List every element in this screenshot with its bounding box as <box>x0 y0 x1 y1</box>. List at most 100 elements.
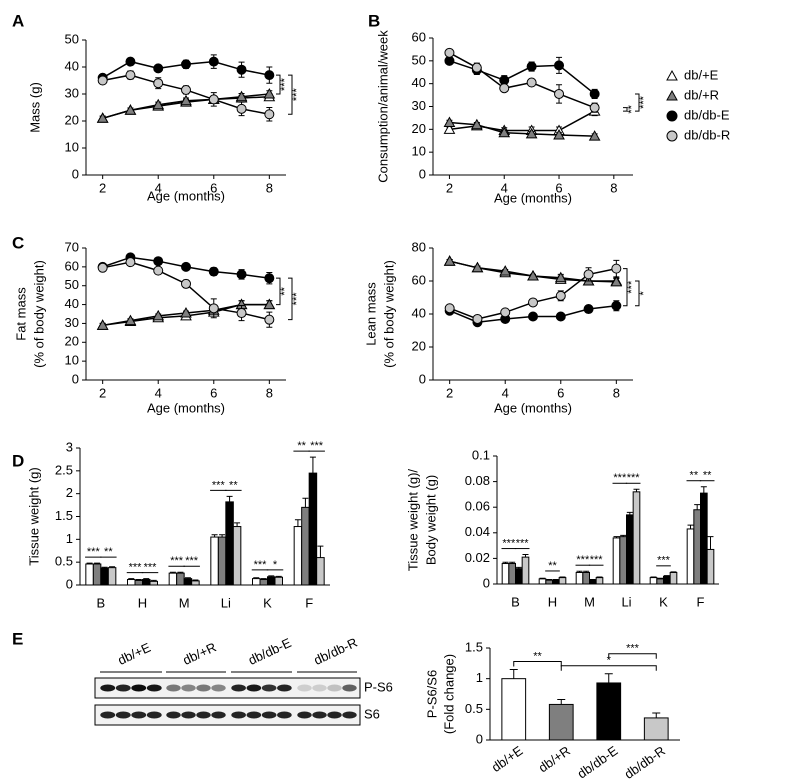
y-tick-label: 0 <box>419 371 426 386</box>
x-tick-label: 8 <box>610 180 617 195</box>
marker <box>527 270 539 281</box>
x-tick-label: 8 <box>266 180 273 195</box>
x-tick-label: 4 <box>501 180 508 195</box>
x-tick-label: 2 <box>446 385 453 400</box>
marker <box>208 266 219 277</box>
x-tick-label: H <box>548 594 557 609</box>
marker <box>589 102 600 113</box>
y-tick-label: 30 <box>65 315 79 330</box>
significance-label: ** <box>104 546 113 558</box>
blot-band <box>115 684 131 692</box>
significance-bracket <box>288 74 293 115</box>
marker <box>153 256 164 267</box>
y-tick-label: 0.06 <box>465 499 490 514</box>
marker <box>589 88 600 99</box>
y-tick-label: 0.04 <box>465 524 490 539</box>
marker <box>526 77 537 88</box>
significance-label: *** <box>170 555 184 567</box>
marker <box>583 269 594 280</box>
error-bar <box>226 495 233 502</box>
significance-label: *** <box>291 88 303 102</box>
error-bar <box>604 673 613 683</box>
y-tick-label: 40 <box>65 58 79 73</box>
x-tick-label: M <box>584 594 595 609</box>
x-tick-label: 6 <box>210 180 217 195</box>
bar <box>552 579 560 585</box>
marker <box>528 311 538 322</box>
marker <box>152 98 165 110</box>
bar <box>632 491 641 585</box>
marker <box>526 61 537 72</box>
y-tick-label: 0.5 <box>55 554 73 569</box>
blot-row-label: P-S6 <box>364 679 393 694</box>
blot-band <box>261 711 277 719</box>
bar <box>107 567 117 586</box>
significance-label: *** <box>627 472 641 484</box>
marker <box>470 118 483 130</box>
bar <box>589 579 597 585</box>
x-axis-label: Age (months) <box>494 190 572 205</box>
error-bar <box>192 579 199 581</box>
marker <box>611 263 622 274</box>
y-axis-label: (% of body weight) <box>31 260 46 368</box>
bar <box>210 536 219 586</box>
significance-label: *** <box>657 555 671 567</box>
marker <box>180 94 192 106</box>
bar <box>316 557 325 586</box>
error-bar <box>583 570 590 573</box>
y-tick-label: 0.1 <box>472 447 490 462</box>
significance-label: *** <box>576 554 590 566</box>
marker <box>443 116 456 127</box>
y-tick-label: 0 <box>476 731 483 746</box>
error-bar <box>169 571 176 574</box>
bar <box>643 717 669 741</box>
bar <box>558 577 567 585</box>
y-axis-label: (Fold change) <box>441 654 456 734</box>
x-tick-label: 8 <box>613 385 620 400</box>
significance-label: *** <box>626 643 640 655</box>
marker <box>263 87 276 99</box>
error-bar <box>546 579 553 581</box>
error-bar <box>700 486 707 494</box>
blot-band <box>131 684 147 692</box>
y-tick-label: 60 <box>412 29 426 44</box>
bar <box>134 579 143 586</box>
significance-label: * <box>273 559 278 571</box>
significance-bracket <box>276 74 281 95</box>
significance-label: ** <box>626 104 638 113</box>
bar <box>612 537 621 585</box>
y-axis-label: Lean mass <box>363 282 378 346</box>
marker <box>525 127 538 139</box>
error-bar <box>650 576 657 578</box>
error-bar <box>268 575 275 577</box>
significance-label: *** <box>590 554 604 566</box>
y-tick-label: 40 <box>412 305 426 320</box>
error-bar <box>557 699 566 705</box>
marker <box>611 300 622 311</box>
error-bar <box>633 488 640 492</box>
bar <box>267 576 276 586</box>
bar <box>176 572 185 586</box>
bar <box>686 528 695 585</box>
marker <box>125 56 136 67</box>
marker <box>97 75 108 86</box>
marker <box>181 261 191 272</box>
marker <box>124 104 137 115</box>
marker <box>554 60 565 71</box>
bar <box>191 580 200 586</box>
blot-frame <box>94 704 361 726</box>
bar <box>501 563 510 585</box>
x-tick-label: H <box>138 595 147 610</box>
error-bar <box>652 712 661 718</box>
blot-band <box>312 711 327 719</box>
blot-band <box>231 711 246 719</box>
error-bar <box>663 575 670 577</box>
blot-band <box>297 684 312 692</box>
bar <box>669 571 678 585</box>
marker <box>236 308 247 319</box>
error-bar <box>670 571 677 573</box>
series-line <box>449 110 596 132</box>
marker <box>443 255 456 266</box>
marker <box>181 84 191 95</box>
marker <box>153 63 164 74</box>
